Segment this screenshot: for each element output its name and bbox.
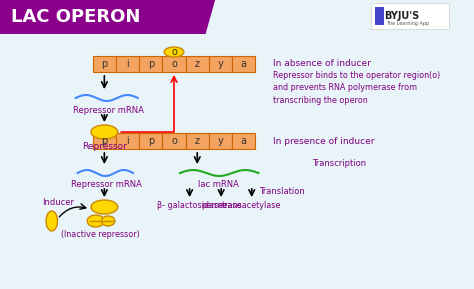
Ellipse shape: [91, 200, 118, 214]
Text: y: y: [218, 136, 223, 146]
Text: Transcription: Transcription: [312, 159, 366, 168]
Text: Repressor binds to the operator region(o)
and prevents RNA polymerase from
trans: Repressor binds to the operator region(o…: [273, 71, 440, 105]
Bar: [375, 7, 384, 25]
Text: lac mRNA: lac mRNA: [198, 180, 239, 189]
Bar: [139, 56, 163, 72]
Text: In presence of inducer: In presence of inducer: [273, 136, 374, 145]
Text: (Inactive repressor): (Inactive repressor): [61, 230, 140, 239]
Bar: [209, 133, 232, 149]
Bar: [93, 133, 116, 149]
Bar: [93, 56, 116, 72]
Bar: [232, 56, 255, 72]
Text: Inducer: Inducer: [42, 198, 74, 207]
Text: a: a: [241, 136, 246, 146]
Bar: [116, 56, 139, 72]
Ellipse shape: [87, 215, 104, 227]
Ellipse shape: [46, 211, 57, 231]
Ellipse shape: [91, 125, 118, 139]
Text: a: a: [241, 59, 246, 69]
Text: Repressor: Repressor: [82, 142, 127, 151]
Text: p: p: [148, 59, 154, 69]
Text: i: i: [126, 136, 129, 146]
Text: p: p: [148, 136, 154, 146]
Text: Repressor mRNA: Repressor mRNA: [73, 106, 144, 115]
Text: The Learning App: The Learning App: [386, 21, 429, 27]
Text: o: o: [171, 47, 177, 57]
Text: p: p: [101, 59, 108, 69]
Text: o: o: [171, 136, 177, 146]
Text: y: y: [218, 59, 223, 69]
Bar: [186, 56, 209, 72]
Bar: [209, 56, 232, 72]
Text: In absence of inducer: In absence of inducer: [273, 60, 370, 68]
Text: transacetylase: transacetylase: [222, 201, 282, 210]
Text: permease: permease: [201, 201, 241, 210]
Bar: [163, 56, 186, 72]
Bar: [186, 133, 209, 149]
Polygon shape: [0, 0, 215, 34]
Text: BYJU'S: BYJU'S: [384, 11, 419, 21]
Bar: [139, 133, 163, 149]
Text: β- galactosidase: β- galactosidase: [156, 201, 223, 210]
Bar: [371, 3, 449, 29]
Bar: [232, 133, 255, 149]
Bar: [116, 133, 139, 149]
Text: z: z: [195, 59, 200, 69]
Bar: [163, 133, 186, 149]
Text: i: i: [126, 59, 129, 69]
Ellipse shape: [101, 216, 115, 226]
Text: p: p: [101, 136, 108, 146]
Text: Translation: Translation: [259, 187, 305, 196]
Ellipse shape: [164, 47, 184, 57]
Text: Repressor mRNA: Repressor mRNA: [71, 180, 142, 189]
Text: z: z: [195, 136, 200, 146]
Text: o: o: [171, 59, 177, 69]
Text: LAC OPERON: LAC OPERON: [11, 8, 141, 26]
